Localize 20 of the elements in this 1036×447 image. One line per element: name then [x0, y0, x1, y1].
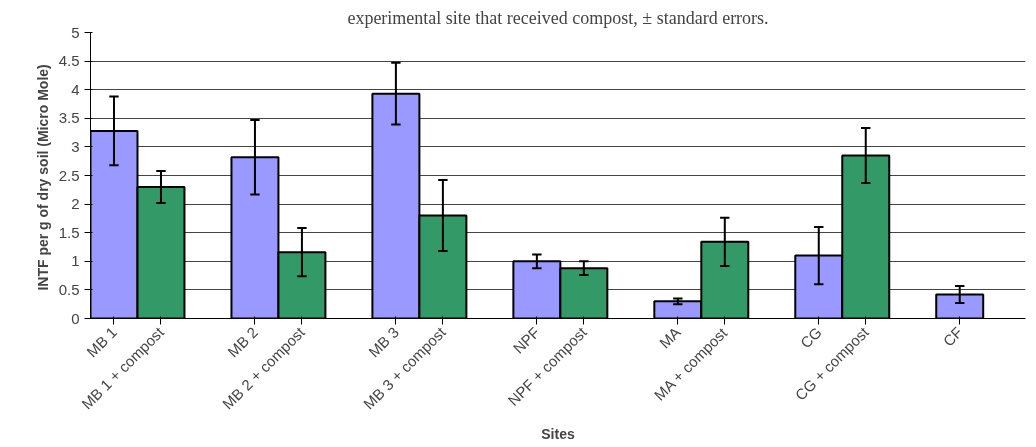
y-tick-label: 3.5 — [58, 109, 80, 127]
y-tick-label: 4 — [71, 80, 80, 98]
y-tick-label: 1.5 — [58, 223, 80, 241]
x-tick-label: CF — [939, 323, 966, 350]
x-tick-label: MB 2 — [224, 323, 261, 361]
y-tick-label: 2.5 — [58, 166, 80, 184]
y-tick-label: 1 — [71, 252, 80, 270]
y-tick-label: 5 — [71, 23, 80, 41]
y-tick-label: 0 — [71, 309, 80, 327]
y-tick-label: 4.5 — [58, 52, 80, 70]
y-axis-title: INTF per g of dry soil (Micro Mole) — [34, 64, 51, 291]
x-tick-label: MB 3 — [365, 323, 402, 361]
chart-title: experimental site that received compost, ± standard errors. — [347, 7, 769, 28]
x-tick-label: MA — [655, 323, 684, 352]
x-axis-title: Sites — [541, 426, 575, 443]
y-tick-label: 0.5 — [58, 280, 80, 298]
y-tick-label: 3 — [71, 137, 80, 155]
x-tick-label: CG — [796, 323, 825, 352]
x-tick-label: MB 1 — [83, 323, 120, 361]
y-tick-label: 2 — [71, 195, 80, 213]
